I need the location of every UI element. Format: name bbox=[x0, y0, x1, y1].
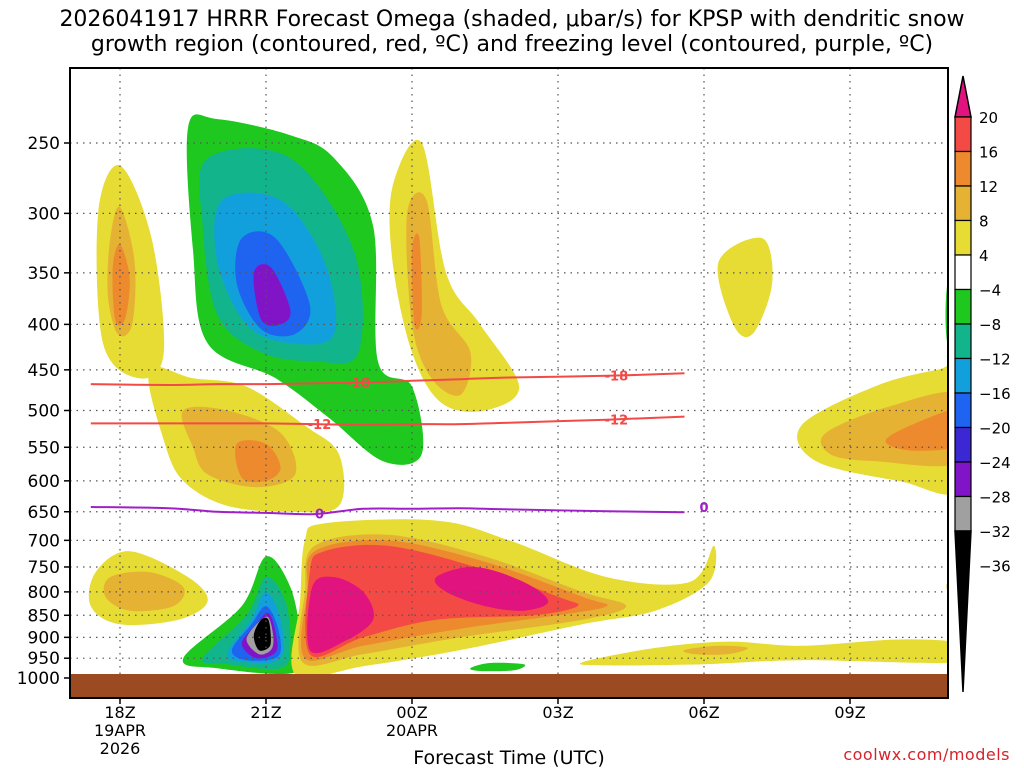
omega-region-mid-sinking-left-core bbox=[235, 440, 281, 483]
omega-region-upper-sinking-left-inner bbox=[112, 244, 130, 326]
y-tick-label-400: 400 bbox=[28, 315, 60, 335]
y-tick-label-750: 750 bbox=[28, 558, 60, 578]
omega-region-lower-rising-core bbox=[253, 617, 271, 651]
colorbar: 20 16 12 8 4 −4 −8 −12 −16 −20 −24 −28 −32 −36 bbox=[954, 75, 1011, 693]
contour-label-freezing-level-0: 0 bbox=[315, 508, 324, 523]
y-tick-label-300: 300 bbox=[28, 204, 60, 224]
y-tick-label-800: 800 bbox=[28, 583, 60, 603]
x-tick-date-18Z: 19APR bbox=[94, 721, 146, 740]
colorbar-label-9: −20 bbox=[979, 420, 1011, 438]
colorbar-top-arrow bbox=[954, 75, 972, 118]
colorbar-bottom-arrow bbox=[954, 530, 972, 693]
omega-region-lower-sinking-main-core bbox=[307, 576, 374, 654]
omega-region-upper-sinking-right bbox=[717, 237, 773, 338]
y-tick-label-450: 450 bbox=[28, 361, 60, 381]
colorbar-label-2: 12 bbox=[979, 178, 998, 196]
y-tick-label-600: 600 bbox=[28, 472, 60, 492]
chart-title-line1: 2026041917 HRRR Forecast Omega (shaded, … bbox=[59, 7, 965, 32]
colorbar-label-13: −36 bbox=[979, 558, 1011, 576]
y-tick-label-500: 500 bbox=[28, 402, 60, 422]
colorbar-segment-10 bbox=[954, 426, 972, 463]
colorbar-segment-6 bbox=[954, 288, 972, 325]
omega-region-upper-rising-center-core bbox=[253, 264, 291, 326]
colorbar-segment-9 bbox=[954, 392, 972, 429]
contour-label-dendritic-growth-bottom-0: -12 bbox=[308, 418, 332, 433]
y-tick-label-850: 850 bbox=[28, 606, 60, 626]
colorbar-label-7: −12 bbox=[979, 351, 1011, 369]
omega-region-lower-sinking-main-core-2 bbox=[434, 566, 549, 611]
contour-label-freezing-level-1: 0 bbox=[699, 501, 708, 516]
contour-label-dendritic-growth-bottom-1: -12 bbox=[605, 413, 629, 428]
colorbar-label-0: 20 bbox=[979, 109, 998, 127]
ground-layer bbox=[70, 674, 948, 698]
colorbar-segment-2 bbox=[954, 150, 972, 187]
y-tick-label-350: 350 bbox=[28, 264, 60, 284]
colorbar-label-12: −32 bbox=[979, 523, 1011, 541]
omega-region-upper-sinking-mid-2 bbox=[406, 192, 472, 396]
colorbar-segment-3 bbox=[954, 185, 972, 222]
colorbar-label-8: −16 bbox=[979, 385, 1011, 403]
omega-region-upper-sinking-mid-core bbox=[411, 233, 422, 330]
contour-dendritic-growth-bottom bbox=[90, 415, 685, 426]
plot-frame bbox=[69, 67, 949, 699]
y-axis-ticks: 2503003504004505005506006507007508008509… bbox=[17, 134, 70, 689]
colorbar-segment-8 bbox=[954, 357, 972, 394]
x-tick-label-00Z: 00Z bbox=[396, 703, 427, 722]
colorbar-segment-11 bbox=[954, 461, 972, 498]
temperature-contours: -18 -18 -12 -12 0 0 bbox=[90, 369, 709, 523]
x-axis-title: Forecast Time (UTC) bbox=[413, 747, 604, 768]
colorbar-label-5: −4 bbox=[979, 282, 1001, 300]
chart-title-line2: growth region (contoured, red, ºC) and f… bbox=[90, 32, 934, 57]
x-tick-year-18Z: 2026 bbox=[100, 739, 141, 758]
omega-region-mid-sinking-right-core bbox=[885, 410, 948, 451]
grid-lines bbox=[70, 68, 948, 698]
colorbar-segment-1 bbox=[954, 116, 972, 153]
y-tick-label-1000: 1000 bbox=[17, 669, 60, 689]
colorbar-label-10: −24 bbox=[979, 454, 1011, 472]
colorbar-label-4: 4 bbox=[979, 247, 989, 265]
contour-label-dendritic-growth-top-1: -18 bbox=[605, 369, 629, 384]
y-tick-label-950: 950 bbox=[28, 649, 60, 669]
colorbar-segment-7 bbox=[954, 323, 972, 360]
contour-dendritic-growth-top bbox=[90, 372, 685, 387]
contour-label-dendritic-growth-top-0: -18 bbox=[347, 377, 371, 392]
omega-region-lower-sinking-main-4 bbox=[305, 544, 579, 658]
x-tick-label-21Z: 21Z bbox=[250, 703, 281, 722]
omega-region-near-surface-sinking-right bbox=[579, 639, 948, 666]
colorbar-segment-4 bbox=[954, 219, 972, 256]
colorbar-segment-12 bbox=[954, 495, 972, 532]
y-tick-label-700: 700 bbox=[28, 531, 60, 551]
x-tick-label-06Z: 06Z bbox=[688, 703, 719, 722]
omega-region-near-surface-sinking-right-2 bbox=[683, 645, 748, 655]
site-credit: coolwx.com/models bbox=[843, 745, 1010, 764]
omega-region-lower-sinking-far-left-core bbox=[103, 571, 185, 612]
colorbar-label-6: −8 bbox=[979, 316, 1001, 334]
y-tick-label-900: 900 bbox=[28, 628, 60, 648]
y-tick-label-650: 650 bbox=[28, 503, 60, 523]
colorbar-label-3: 8 bbox=[979, 213, 989, 231]
contour-freezing-level bbox=[90, 506, 685, 516]
x-tick-label-09Z: 09Z bbox=[834, 703, 865, 722]
omega-shading bbox=[88, 114, 948, 679]
x-tick-label-18Z: 18Z bbox=[104, 703, 135, 722]
omega-region-near-surface-rising bbox=[470, 662, 526, 672]
x-tick-date-00Z: 20APR bbox=[386, 721, 438, 740]
x-tick-label-03Z: 03Z bbox=[542, 703, 573, 722]
y-tick-label-250: 250 bbox=[28, 134, 60, 154]
y-tick-label-550: 550 bbox=[28, 438, 60, 458]
colorbar-label-11: −28 bbox=[979, 489, 1011, 507]
colorbar-segment-5 bbox=[954, 254, 972, 291]
colorbar-label-1: 16 bbox=[979, 144, 998, 162]
